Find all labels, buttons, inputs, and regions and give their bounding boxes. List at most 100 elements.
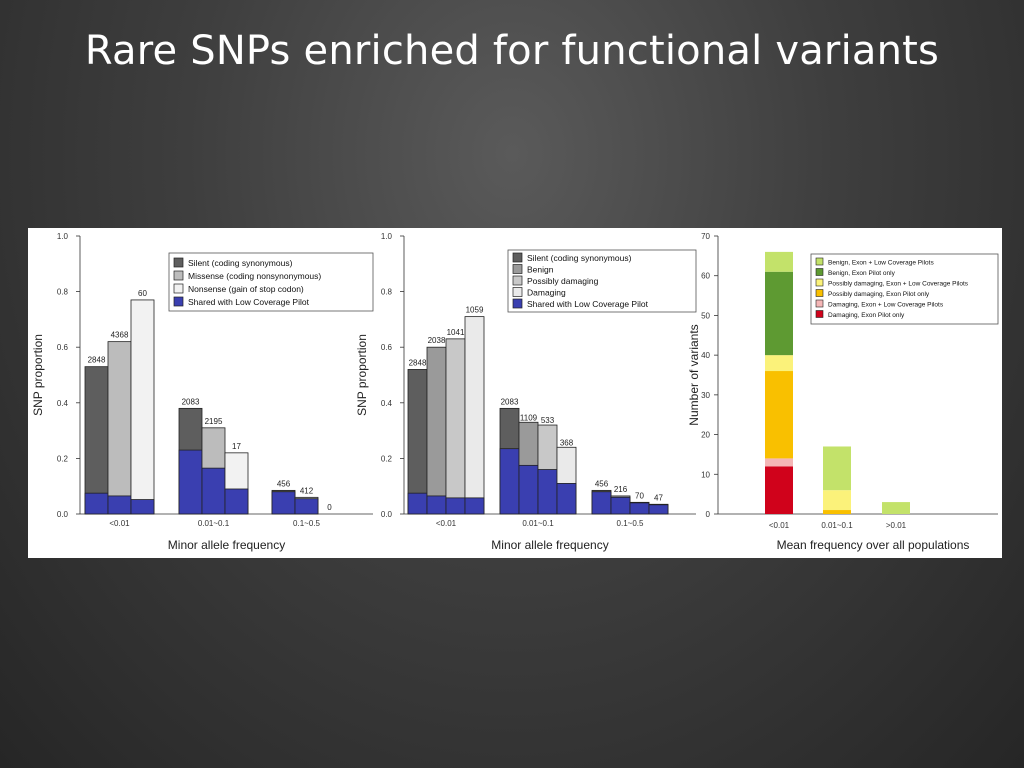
chart2-legend-label: Possibly damaging, Exon + Low Coverage P…	[828, 281, 969, 288]
chart2-bar-segment	[823, 446, 851, 491]
slide-title: Rare SNPs enriched for functional varian…	[84, 28, 940, 74]
chart0-bar-shared	[201, 467, 226, 515]
chart0-data-label: 60	[138, 289, 147, 298]
chart0-bar-shared	[130, 499, 155, 515]
chart2-x-axis-label: Mean frequency over all populations	[777, 538, 970, 552]
chart1-legend-swatch	[512, 287, 523, 297]
figure-panel: 0.0 0.2 0.4 0.6 0.8 1.0 SNP proportion Minor al…	[28, 228, 1002, 558]
chart2-bar-segment	[765, 458, 793, 467]
chart2-bar-segment	[823, 490, 851, 511]
chart2-y-tick-label: 10	[701, 470, 710, 479]
chart0-bar-shared	[271, 491, 296, 515]
chart0-y-tick-label: 1.0	[57, 232, 69, 241]
chart2-legend	[810, 253, 999, 325]
chart1-legend-label: Benign	[527, 265, 554, 275]
chart2-legend-label: Benign, Exon + Low Coverage Pilots	[828, 260, 934, 267]
chart1-data-label: 456	[595, 479, 609, 488]
chart1-bar-shared	[426, 495, 447, 515]
chart1-bar	[426, 346, 447, 515]
chart0-legend-swatch	[173, 283, 184, 294]
chart2-y-tick-label: 30	[701, 391, 710, 400]
chart0-x-tick-label: 0.01~0.1	[198, 519, 230, 528]
chart2-bar-segment	[765, 355, 793, 372]
chart0-x-tick-label: <0.01	[109, 519, 130, 528]
chart2-legend-label: Damaging, Exon Pilot only	[828, 312, 905, 319]
chart1-data-label: 70	[635, 491, 644, 500]
chart2-legend-swatch	[815, 257, 824, 266]
chart1-bar	[445, 338, 466, 515]
chart2-legend-swatch	[815, 299, 824, 308]
chart0-data-label: 2848	[88, 356, 106, 365]
chart0-legend-label: Missense (coding nonsynonymous)	[188, 271, 321, 281]
chart2-x-tick-label: 0.01~0.1	[821, 521, 853, 530]
chart0-y-tick-label: 0.4	[57, 399, 69, 408]
chart0-data-label: 2195	[205, 417, 223, 426]
chart2-legend-swatch	[815, 278, 824, 287]
chart2-bar-segment	[765, 271, 793, 356]
chart1-y-tick-label: 0.0	[381, 510, 393, 519]
chart0-data-label: 0	[327, 503, 332, 512]
chart1-data-label: 2083	[501, 397, 519, 406]
chart1-bar-shared	[648, 504, 669, 515]
chart1-legend	[507, 249, 697, 313]
chart0-y-tick-label: 0.0	[57, 510, 69, 519]
chart0-legend-swatch	[173, 270, 184, 281]
chart0-legend-swatch	[173, 296, 184, 307]
chart0-y-tick-label: 0.8	[57, 288, 69, 297]
chart1-y-axis-label: SNP proportion	[355, 334, 369, 416]
chart0-bar	[84, 366, 109, 515]
chart1-bar-shared	[610, 496, 631, 515]
chart1-bar-shared	[499, 448, 520, 515]
chart2-y-tick-label: 70	[701, 232, 710, 241]
chart2-legend-swatch	[815, 268, 824, 276]
chart0-bar-shared	[178, 449, 203, 515]
chart0-bar-shared	[294, 498, 319, 515]
chart0-bar	[130, 299, 155, 515]
chart1-data-label: 216	[614, 485, 628, 494]
chart1-legend-swatch	[512, 252, 523, 263]
chart1-data-label: 368	[560, 438, 574, 447]
chart2-bar-segment	[765, 251, 793, 272]
chart1-legend-swatch	[512, 275, 523, 286]
chart1-data-label: 47	[654, 493, 663, 502]
chart2-y-tick-label: 0	[706, 510, 711, 519]
chart1-bar-shared	[629, 502, 650, 515]
chart0-legend-label: Nonsense (gain of stop codon)	[188, 284, 304, 294]
chart2-y-tick-label: 40	[701, 351, 710, 360]
chart0-bar-shared	[84, 492, 109, 515]
chart2-bar-segment	[765, 466, 793, 514]
chart1-x-tick-label: <0.01	[436, 519, 457, 528]
chart1-x-axis-label: Minor allele frequency	[491, 538, 608, 552]
chart1-y-tick-label: 0.4	[381, 399, 393, 408]
chart1-data-label: 1109	[520, 413, 538, 422]
chart0-data-label: 4368	[111, 331, 129, 340]
chart0-legend-label: Shared with Low Coverage Pilot	[188, 297, 310, 307]
chart2-bar-segment	[765, 371, 793, 459]
chart0-bar-shared	[107, 495, 132, 515]
chart0-data-label: 412	[300, 486, 314, 495]
chart2-bar-segment	[882, 502, 910, 514]
chart1-legend-label: Silent (coding synonymous)	[527, 253, 632, 263]
chart2-x-tick-label: <0.01	[769, 521, 790, 530]
chart2-legend-label: Possibly damaging, Exon Pilot only	[828, 291, 930, 298]
chart0-data-label: 456	[277, 479, 291, 488]
chart1-x-tick-label: 0.1~0.5	[617, 519, 644, 528]
chart1-data-label: 1059	[466, 306, 484, 315]
chart0-data-label: 2083	[182, 397, 200, 406]
chart1-legend-label: Shared with Low Coverage Pilot	[527, 299, 649, 309]
chart1-legend-swatch	[512, 264, 523, 274]
chart1-bar-shared	[464, 497, 485, 515]
chart1-legend-label: Possibly damaging	[527, 276, 599, 286]
chart1-x-tick-label: 0.01~0.1	[522, 519, 554, 528]
chart1-bar-shared	[518, 464, 539, 515]
chart1-y-tick-label: 1.0	[381, 232, 393, 241]
chart0-bar-shared	[224, 488, 249, 515]
chart0-data-label: 17	[232, 442, 241, 451]
chart1-data-label: 533	[541, 416, 555, 425]
chart2-legend-swatch	[815, 289, 824, 297]
chart2-legend-label: Damaging, Exon + Low Coverage Pilots	[828, 302, 944, 309]
chart2-y-tick-label: 20	[701, 431, 710, 440]
chart0-y-tick-label: 0.6	[57, 343, 69, 352]
chart1-data-label: 2038	[428, 336, 446, 345]
chart1-bar	[464, 316, 485, 515]
